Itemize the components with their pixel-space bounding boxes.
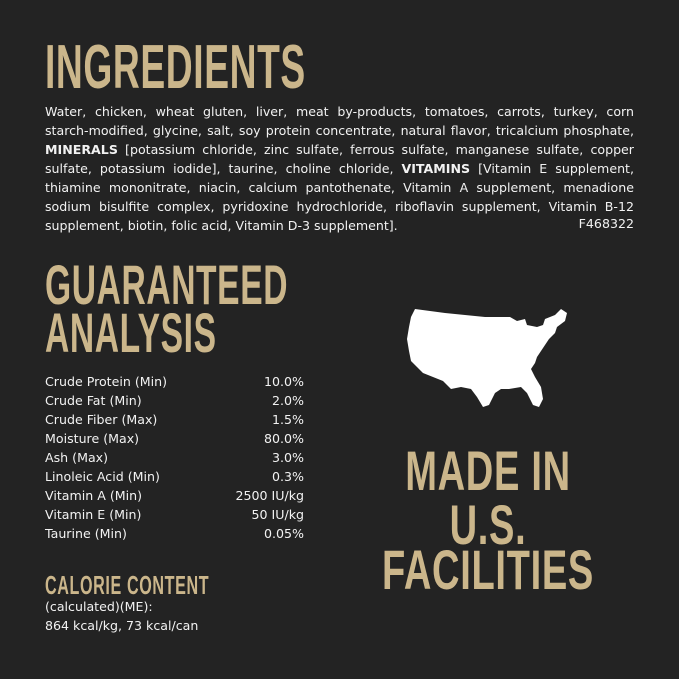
analysis-row: Crude Fat (Min) 2.0% xyxy=(45,391,304,410)
analysis-row: Crude Fiber (Max) 1.5% xyxy=(45,410,304,429)
analysis-label: Crude Fat (Min) xyxy=(45,393,142,408)
analysis-label: Vitamin E (Min) xyxy=(45,507,142,522)
analysis-heading-line1: GUARANTEED xyxy=(45,253,289,316)
analysis-value: 3.0% xyxy=(272,450,304,465)
analysis-row: Vitamin A (Min) 2500 IU/kg xyxy=(45,486,304,505)
analysis-table: Crude Protein (Min) 10.0% Crude Fat (Min)… xyxy=(45,372,304,543)
analysis-heading-line2: ANALYSIS xyxy=(45,301,217,364)
usa-map-icon xyxy=(407,309,567,407)
analysis-label: Taurine (Min) xyxy=(45,526,127,541)
analysis-value: 10.0% xyxy=(263,374,304,389)
product-code: F468322 xyxy=(578,216,634,231)
ingredients-heading: INGREDIENTS xyxy=(45,33,306,102)
analysis-label: Moisture (Max) xyxy=(45,431,140,446)
calorie-heading: CALORIE CONTENT xyxy=(45,570,210,600)
calorie-method: (calculated)(ME): xyxy=(45,599,153,614)
analysis-row: Ash (Max) 3.0% xyxy=(45,448,304,467)
minerals-label: MINERALS xyxy=(45,142,118,157)
analysis-value: 0.3% xyxy=(272,469,304,484)
analysis-label: Ash (Max) xyxy=(45,450,109,465)
analysis-row: Linoleic Acid (Min) 0.3% xyxy=(45,467,304,486)
ingredients-text: Water, chicken, wheat gluten, liver, mea… xyxy=(45,102,634,235)
analysis-row: Crude Protein (Min) 10.0% xyxy=(45,372,304,391)
analysis-value: 80.0% xyxy=(263,431,304,446)
analysis-value: 0.05% xyxy=(263,526,304,541)
analysis-value: 2500 IU/kg xyxy=(235,488,304,503)
analysis-value: 1.5% xyxy=(272,412,304,427)
made-in-line1: MADE IN xyxy=(405,439,571,502)
ingredients-text-part: Water, chicken, wheat gluten, liver, mea… xyxy=(45,104,634,138)
vitamins-label: VITAMINS xyxy=(401,161,471,176)
analysis-label: Vitamin A (Min) xyxy=(45,488,143,503)
analysis-row: Moisture (Max) 80.0% xyxy=(45,429,304,448)
calorie-values: 864 kcal/kg, 73 kcal/can xyxy=(45,618,199,633)
made-in-line2: U.S. xyxy=(449,493,527,556)
analysis-value: 2.0% xyxy=(272,393,304,408)
analysis-label: Linoleic Acid (Min) xyxy=(45,469,160,484)
analysis-label: Crude Protein (Min) xyxy=(45,374,168,389)
ingredients-text-part: [Vitamin E supplement, thiamine mononitr… xyxy=(45,161,634,233)
analysis-label: Crude Fiber (Max) xyxy=(45,412,158,427)
analysis-row: Taurine (Min) 0.05% xyxy=(45,524,304,543)
analysis-value: 50 IU/kg xyxy=(251,507,305,522)
analysis-row: Vitamin E (Min) 50 IU/kg xyxy=(45,505,304,524)
made-in-line3: FACILITIES xyxy=(381,538,595,601)
ingredients-text-part: [potassium chloride, zinc sulfate, ferro… xyxy=(45,142,634,176)
